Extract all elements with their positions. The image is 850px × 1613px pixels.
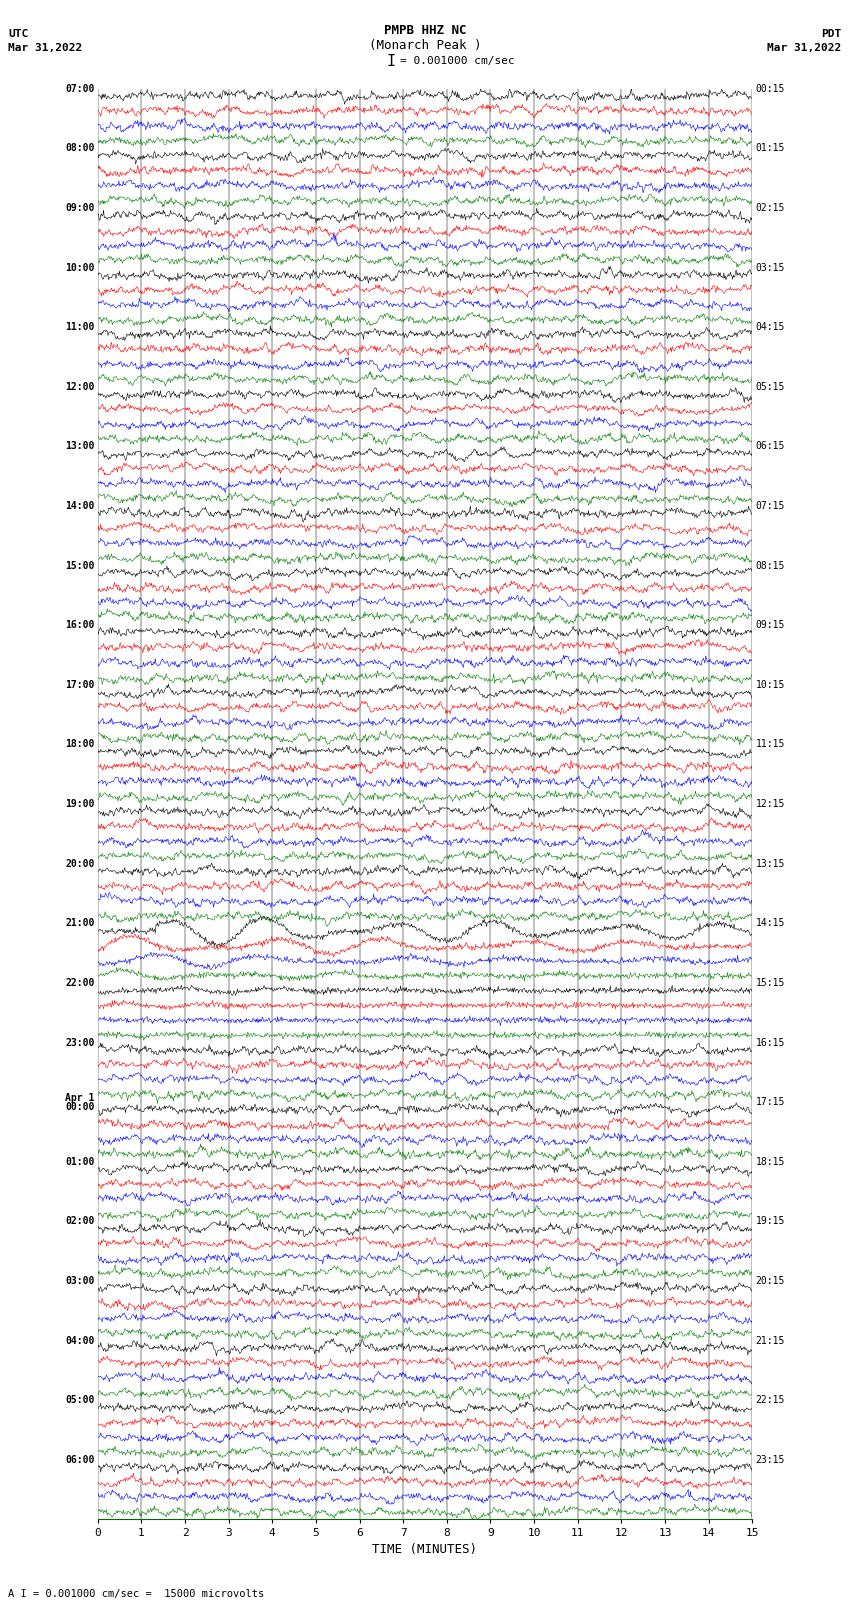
Text: 11:15: 11:15 (756, 739, 785, 750)
Text: 13:15: 13:15 (756, 858, 785, 869)
Text: 04:15: 04:15 (756, 323, 785, 332)
Text: 15:00: 15:00 (65, 561, 94, 571)
Text: 22:00: 22:00 (65, 977, 94, 987)
Text: 20:15: 20:15 (756, 1276, 785, 1286)
Text: 11:00: 11:00 (65, 323, 94, 332)
Text: = 0.001000 cm/sec: = 0.001000 cm/sec (400, 56, 514, 66)
Text: 18:15: 18:15 (756, 1157, 785, 1166)
Text: PMPB HHZ NC: PMPB HHZ NC (383, 24, 467, 37)
Text: 23:15: 23:15 (756, 1455, 785, 1465)
Text: UTC: UTC (8, 29, 29, 39)
Text: 02:00: 02:00 (65, 1216, 94, 1226)
Text: 08:00: 08:00 (65, 144, 94, 153)
Text: PDT: PDT (821, 29, 842, 39)
Text: 06:15: 06:15 (756, 442, 785, 452)
Text: 02:15: 02:15 (756, 203, 785, 213)
Text: 14:15: 14:15 (756, 918, 785, 929)
Text: 01:00: 01:00 (65, 1157, 94, 1166)
Text: 05:15: 05:15 (756, 382, 785, 392)
Text: 03:15: 03:15 (756, 263, 785, 273)
X-axis label: TIME (MINUTES): TIME (MINUTES) (372, 1542, 478, 1555)
Text: 14:00: 14:00 (65, 502, 94, 511)
Text: 06:00: 06:00 (65, 1455, 94, 1465)
Text: 12:15: 12:15 (756, 798, 785, 810)
Text: 15:15: 15:15 (756, 977, 785, 987)
Text: 05:00: 05:00 (65, 1395, 94, 1405)
Text: 18:00: 18:00 (65, 739, 94, 750)
Text: 22:15: 22:15 (756, 1395, 785, 1405)
Text: 10:00: 10:00 (65, 263, 94, 273)
Text: 09:15: 09:15 (756, 621, 785, 631)
Text: (Monarch Peak ): (Monarch Peak ) (369, 39, 481, 52)
Text: 00:15: 00:15 (756, 84, 785, 94)
Text: 04:00: 04:00 (65, 1336, 94, 1345)
Text: 07:00: 07:00 (65, 84, 94, 94)
Text: 23:00: 23:00 (65, 1037, 94, 1047)
Text: A I = 0.001000 cm/sec =  15000 microvolts: A I = 0.001000 cm/sec = 15000 microvolts (8, 1589, 264, 1598)
Text: 17:15: 17:15 (756, 1097, 785, 1107)
Text: 21:00: 21:00 (65, 918, 94, 929)
Text: 21:15: 21:15 (756, 1336, 785, 1345)
Text: 17:00: 17:00 (65, 679, 94, 690)
Text: 19:15: 19:15 (756, 1216, 785, 1226)
Text: 16:00: 16:00 (65, 621, 94, 631)
Text: I: I (387, 53, 395, 69)
Text: Mar 31,2022: Mar 31,2022 (768, 44, 842, 53)
Text: 12:00: 12:00 (65, 382, 94, 392)
Text: 07:15: 07:15 (756, 502, 785, 511)
Text: Apr 1
00:00: Apr 1 00:00 (65, 1092, 94, 1111)
Text: 13:00: 13:00 (65, 442, 94, 452)
Text: 09:00: 09:00 (65, 203, 94, 213)
Text: 16:15: 16:15 (756, 1037, 785, 1047)
Text: 10:15: 10:15 (756, 679, 785, 690)
Text: 20:00: 20:00 (65, 858, 94, 869)
Text: 03:00: 03:00 (65, 1276, 94, 1286)
Text: 19:00: 19:00 (65, 798, 94, 810)
Text: Mar 31,2022: Mar 31,2022 (8, 44, 82, 53)
Text: 01:15: 01:15 (756, 144, 785, 153)
Text: 08:15: 08:15 (756, 561, 785, 571)
